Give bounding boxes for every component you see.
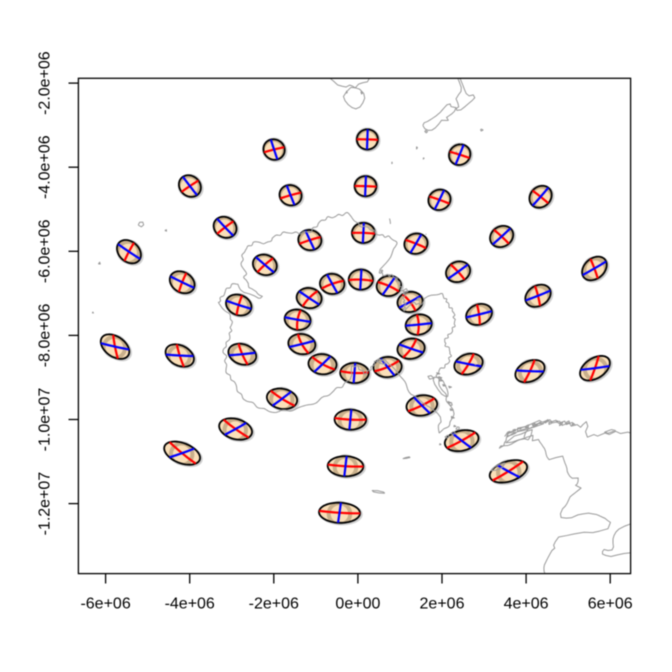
svg-text:6e+06: 6e+06	[588, 596, 633, 613]
svg-text:-2.0e+06: -2.0e+06	[37, 51, 54, 115]
svg-text:-4e+06: -4e+06	[165, 596, 215, 613]
svg-text:-1.0e+07: -1.0e+07	[37, 388, 54, 452]
svg-text:-6.0e+06: -6.0e+06	[37, 219, 54, 283]
svg-text:-2e+06: -2e+06	[249, 596, 299, 613]
svg-text:4e+06: 4e+06	[504, 596, 549, 613]
svg-text:-4.0e+06: -4.0e+06	[37, 135, 54, 199]
svg-text:2e+06: 2e+06	[420, 596, 465, 613]
svg-text:0e+00: 0e+00	[335, 596, 380, 613]
svg-text:-8.0e+06: -8.0e+06	[37, 303, 54, 367]
svg-text:-6e+06: -6e+06	[80, 596, 130, 613]
svg-text:-1.2e+07: -1.2e+07	[37, 472, 54, 536]
